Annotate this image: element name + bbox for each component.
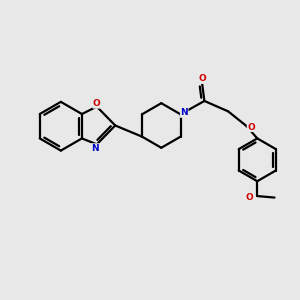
Text: N: N <box>180 108 188 117</box>
Text: O: O <box>247 123 255 132</box>
Text: O: O <box>199 74 206 83</box>
Text: O: O <box>93 99 101 108</box>
Text: N: N <box>92 144 99 153</box>
Text: O: O <box>246 193 254 202</box>
